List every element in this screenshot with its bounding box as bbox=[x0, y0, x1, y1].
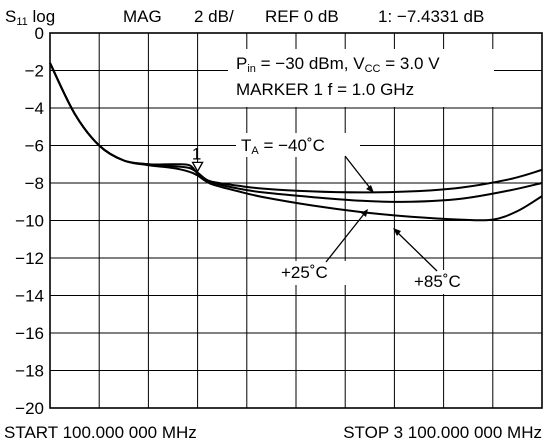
y-tick-label: −20 bbox=[15, 399, 44, 418]
marker-label: 1 bbox=[192, 144, 201, 163]
marker-triangle bbox=[191, 161, 204, 173]
curve-plus85 bbox=[49, 62, 543, 222]
plot-border bbox=[49, 32, 543, 409]
y-tick-labels: 0 −2 −4 −6 −8 −10 −12 −14 −16 −18 −20 bbox=[15, 24, 44, 418]
y-tick-label: −14 bbox=[15, 287, 44, 306]
header-scale: 2 dB/ bbox=[194, 7, 234, 26]
label-bg-plus85 bbox=[409, 270, 481, 294]
y-tick-label: −16 bbox=[15, 324, 44, 343]
header-ref: REF 0 dB bbox=[265, 7, 339, 26]
footer-stop: STOP 3 100.000 000 MHz bbox=[343, 423, 542, 442]
label-bg-plus25 bbox=[276, 261, 346, 285]
series-label-plus85: +85˚C bbox=[414, 272, 461, 291]
arrow-plus25 bbox=[325, 209, 368, 263]
header-parameter: S11 log bbox=[5, 7, 55, 28]
y-tick-label: −8 bbox=[25, 174, 44, 193]
y-tick-label: −18 bbox=[15, 362, 44, 381]
y-tick-label: −4 bbox=[25, 99, 44, 118]
curves bbox=[49, 62, 543, 222]
series-label-plus25: +25˚C bbox=[281, 263, 328, 282]
footer-start: START 100.000 000 MHz bbox=[4, 423, 197, 442]
header-marker-readout: 1: −7.4331 dB bbox=[378, 7, 484, 26]
header-mag: MAG bbox=[123, 7, 162, 26]
conditions-box bbox=[228, 49, 494, 107]
marker-1: 1 bbox=[191, 144, 204, 173]
y-tick-label: 0 bbox=[35, 24, 44, 43]
y-tick-label: −6 bbox=[25, 137, 44, 156]
label-bg-minus40 bbox=[236, 133, 360, 157]
y-tick-label: −12 bbox=[15, 249, 44, 268]
conditions-line-2: MARKER 1 f = 1.0 GHz bbox=[236, 80, 414, 99]
y-tick-label: −10 bbox=[15, 212, 44, 231]
arrow-minus40 bbox=[344, 155, 374, 193]
y-tick-label: −2 bbox=[25, 62, 44, 81]
series-label-minus40: TA = −40˚C bbox=[241, 136, 325, 157]
conditions-line-1: Pin = −30 dBm, VCC = 3.0 V bbox=[236, 54, 440, 75]
arrow-plus85 bbox=[393, 228, 438, 272]
